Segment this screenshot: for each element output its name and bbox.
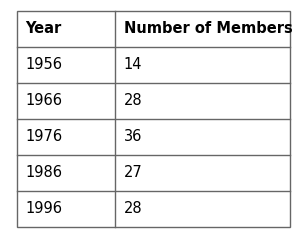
Text: 27: 27	[124, 165, 142, 180]
Text: Number of Members: Number of Members	[124, 21, 292, 36]
Text: 1966: 1966	[26, 93, 62, 108]
Text: 1986: 1986	[26, 165, 62, 180]
Text: 1996: 1996	[26, 201, 62, 216]
Text: 1976: 1976	[26, 129, 63, 144]
Text: 28: 28	[124, 93, 142, 108]
Text: 36: 36	[124, 129, 142, 144]
Text: 1956: 1956	[26, 57, 62, 72]
Text: 28: 28	[124, 201, 142, 216]
Text: 14: 14	[124, 57, 142, 72]
Text: Year: Year	[26, 21, 62, 36]
